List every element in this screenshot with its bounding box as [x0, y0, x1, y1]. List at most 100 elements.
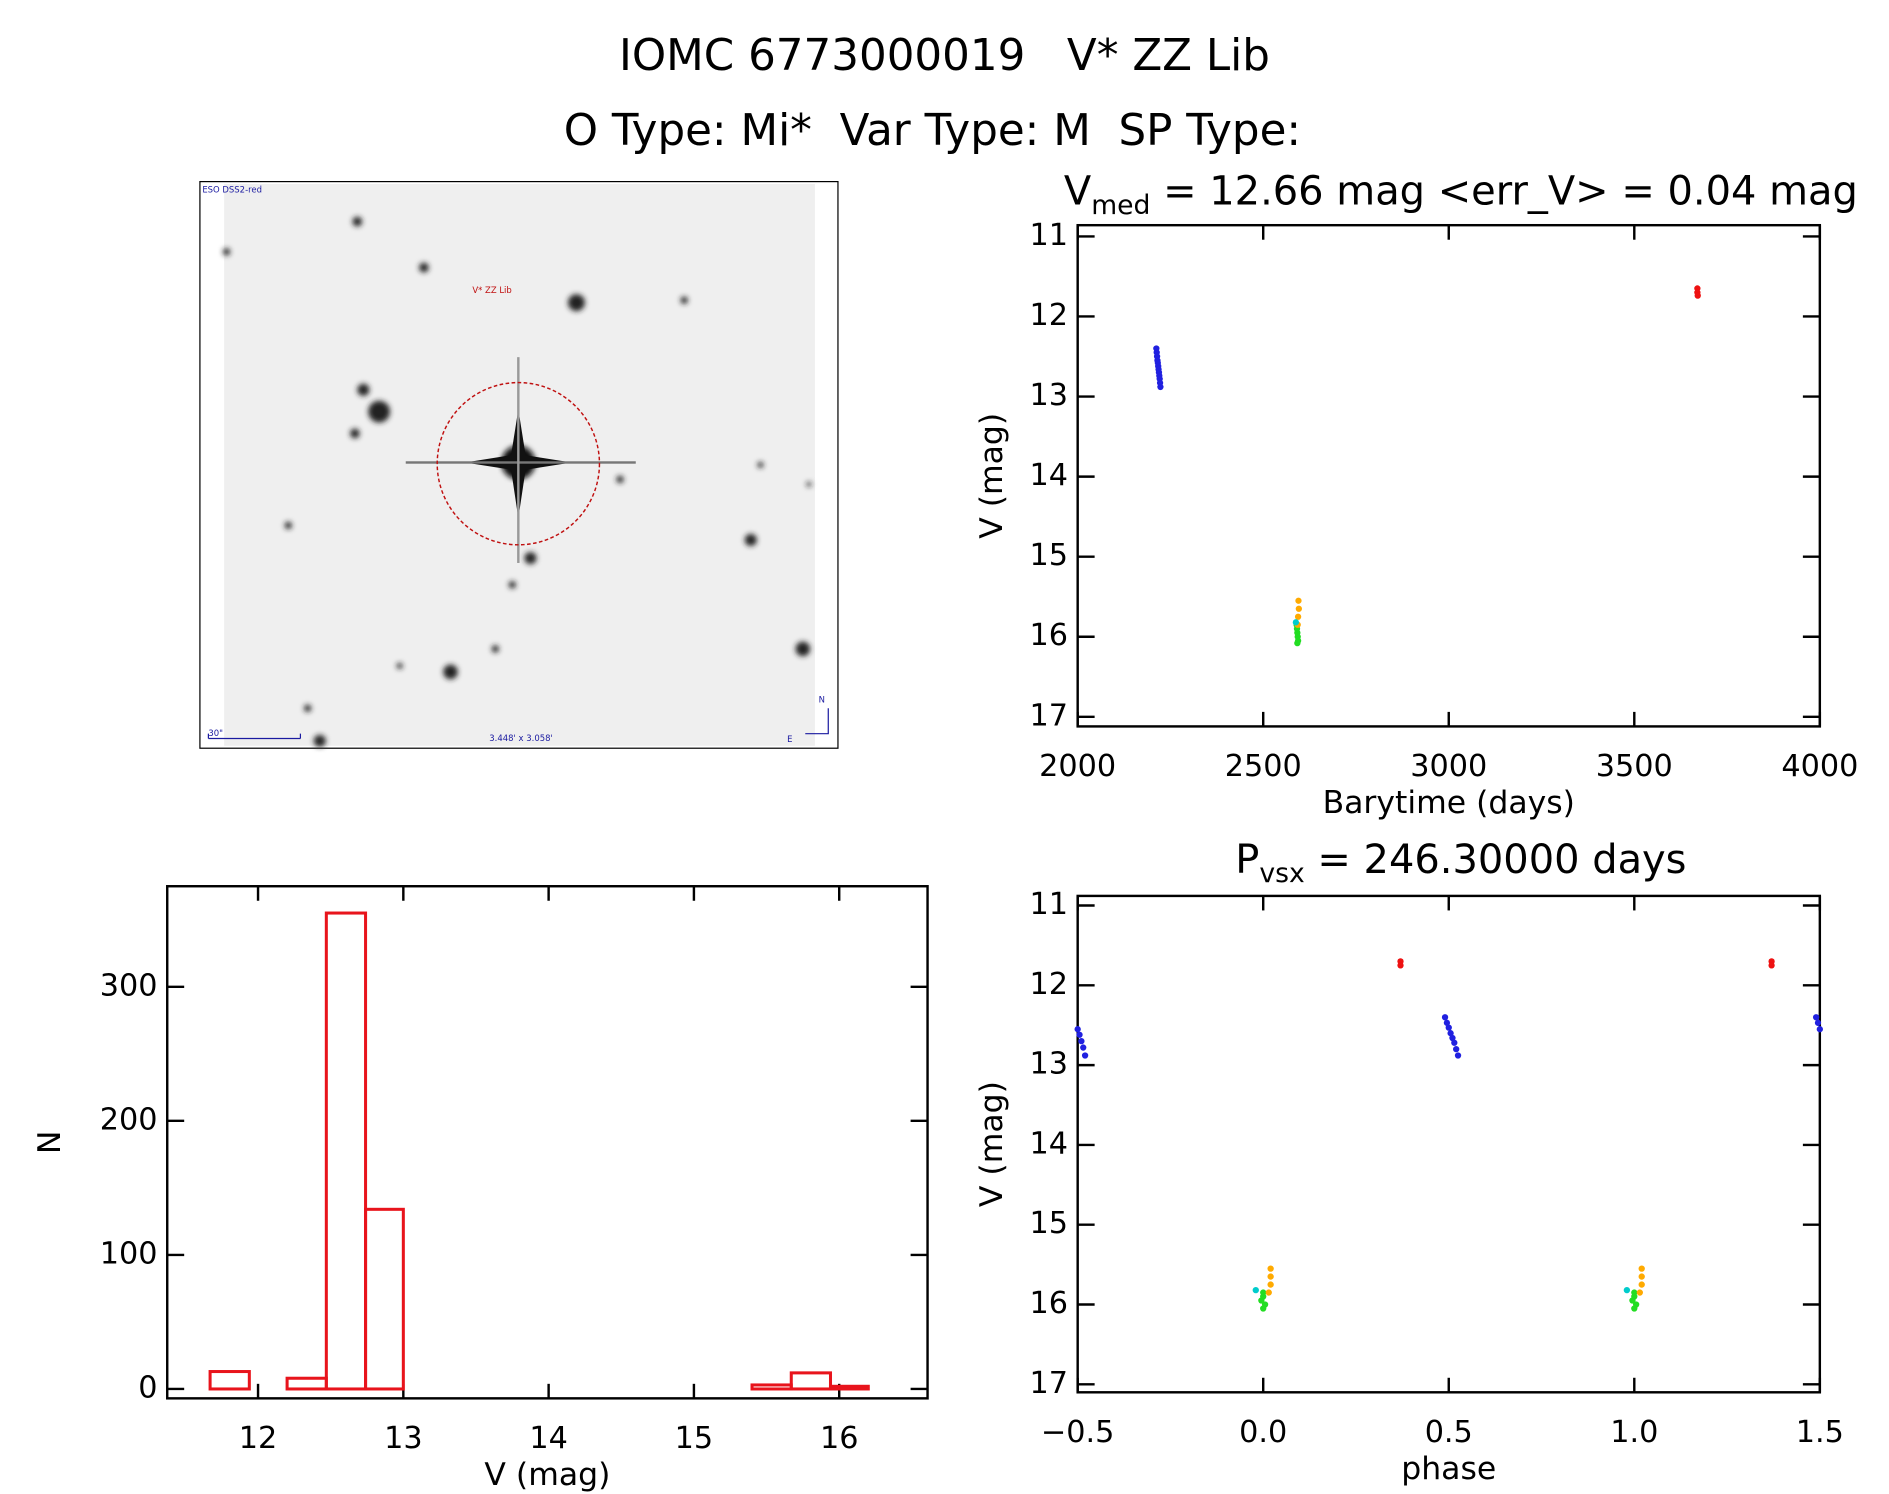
- data-point: [1258, 1297, 1265, 1304]
- data-point: [1157, 383, 1164, 391]
- data-point: [1078, 1038, 1085, 1045]
- survey-label: ESO DSS2-red: [202, 185, 262, 195]
- data-point: [1265, 1289, 1272, 1296]
- data-point: [1623, 1287, 1631, 1294]
- histogram-bar: [750, 1383, 793, 1391]
- data-point: [1694, 292, 1701, 299]
- size-label: 3.448' x 3.058': [489, 733, 553, 743]
- title-part: P: [1235, 837, 1259, 883]
- y-tick-label: 13: [1029, 1047, 1068, 1082]
- y-axis-label: V (mag): [974, 413, 1010, 539]
- y-tick-label: 14: [1029, 458, 1068, 493]
- data-point: [1454, 1052, 1462, 1059]
- y-tick-label: 15: [1029, 538, 1068, 573]
- page-title: IOMC 6773000019 V* ZZ Lib: [619, 31, 1270, 81]
- data-point: [1294, 613, 1302, 620]
- data-point: [1638, 1265, 1645, 1272]
- plot-frame: [166, 885, 929, 1400]
- x-tick-label: 14: [529, 1421, 568, 1456]
- sky-image: ESO DSS2-red V* ZZ Lib 30" 3.448' x 3.05…: [199, 180, 839, 749]
- y-tick-label: 12: [1029, 967, 1068, 1002]
- y-tick-label: 300: [100, 968, 158, 1003]
- y-tick-label: 11: [1029, 887, 1068, 922]
- histogram-bar: [285, 1376, 328, 1391]
- title-part: med: [1091, 189, 1150, 220]
- y-tick-label: 16: [1029, 1286, 1068, 1321]
- data-point: [1267, 1273, 1274, 1280]
- y-tick-label: 11: [1029, 218, 1068, 253]
- data-point: [1631, 1305, 1638, 1312]
- data-point: [1447, 1030, 1454, 1037]
- plot-frame: [1076, 223, 1822, 728]
- plot-frame: [1076, 894, 1822, 1394]
- y-axis-label: V (mag): [974, 1081, 1010, 1207]
- data-point: [1081, 1052, 1089, 1059]
- x-tick-label: 0.5: [1425, 1415, 1473, 1450]
- data-point: [1629, 1297, 1636, 1304]
- x-tick-label: 0.0: [1239, 1415, 1287, 1450]
- data-point: [1076, 1031, 1083, 1038]
- data-point: [1638, 1273, 1645, 1280]
- data-point: [1294, 639, 1301, 647]
- data-point: [1441, 1014, 1449, 1021]
- y-tick-label: 17: [1029, 698, 1068, 733]
- data-point: [1636, 1289, 1644, 1296]
- x-tick-label: 12: [239, 1421, 278, 1456]
- x-tick-label: 13: [384, 1421, 423, 1456]
- title-part: vsx: [1259, 858, 1304, 889]
- target-label: V* ZZ Lib: [472, 285, 511, 295]
- chart-title: Pvsx = 246.30000 days: [1235, 837, 1686, 889]
- histogram-bar: [828, 1384, 870, 1391]
- data-point: [1295, 605, 1302, 612]
- data-point: [1816, 1026, 1823, 1033]
- title-part: = 246.30000 days: [1305, 837, 1687, 883]
- x-axis-label: V (mag): [484, 1457, 610, 1493]
- y-tick-label: 200: [100, 1102, 158, 1137]
- north-label: N: [819, 694, 825, 704]
- x-tick-label: 1.0: [1610, 1415, 1658, 1450]
- data-point: [1267, 1265, 1274, 1272]
- x-tick-label: 2500: [1225, 749, 1302, 784]
- x-tick-label: 3500: [1596, 749, 1673, 784]
- data-point: [1812, 1014, 1820, 1021]
- y-tick-label: 16: [1029, 618, 1068, 653]
- data-point: [1252, 1287, 1259, 1294]
- title-part: = 12.66 mag <err_V> = 0.04 mag: [1150, 169, 1857, 215]
- x-axis-label: Barytime (days): [1323, 785, 1575, 821]
- y-tick-label: 100: [100, 1236, 158, 1271]
- data-point: [1080, 1044, 1087, 1051]
- y-tick-label: 0: [138, 1370, 157, 1405]
- data-point: [1074, 1026, 1081, 1033]
- y-axis-label: N: [32, 1131, 68, 1155]
- y-tick-label: 14: [1029, 1126, 1068, 1161]
- data-point: [1292, 619, 1300, 626]
- east-label: E: [787, 734, 792, 744]
- data-point: [1397, 962, 1404, 969]
- x-axis-label: phase: [1401, 1451, 1496, 1487]
- data-point: [1445, 1024, 1452, 1031]
- data-point: [1267, 1281, 1274, 1288]
- x-tick-label: 16: [820, 1421, 859, 1456]
- data-point: [1443, 1019, 1451, 1026]
- title-part: V: [1064, 169, 1091, 215]
- page-subtitle: O Type: Mi* Var Type: M SP Type:: [564, 106, 1301, 156]
- x-tick-label: 2000: [1039, 749, 1116, 784]
- histogram-bar: [789, 1371, 833, 1391]
- data-point: [1768, 962, 1775, 969]
- data-point: [1814, 1019, 1822, 1026]
- x-tick-label: −0.5: [1041, 1415, 1114, 1450]
- data-point: [1260, 1305, 1267, 1312]
- x-tick-label: 15: [675, 1421, 714, 1456]
- chart-title: Vmed = 12.66 mag <err_V> = 0.04 mag: [1064, 169, 1858, 221]
- data-point: [1451, 1039, 1458, 1046]
- data-point: [1638, 1281, 1645, 1288]
- y-tick-label: 12: [1029, 298, 1068, 333]
- data-point: [1449, 1034, 1456, 1042]
- x-tick-label: 3000: [1410, 749, 1487, 784]
- histogram-bar: [208, 1370, 251, 1391]
- y-tick-label: 13: [1029, 378, 1068, 413]
- histogram-bar: [364, 1207, 405, 1391]
- y-tick-label: 17: [1029, 1366, 1068, 1401]
- data-point: [1453, 1045, 1460, 1053]
